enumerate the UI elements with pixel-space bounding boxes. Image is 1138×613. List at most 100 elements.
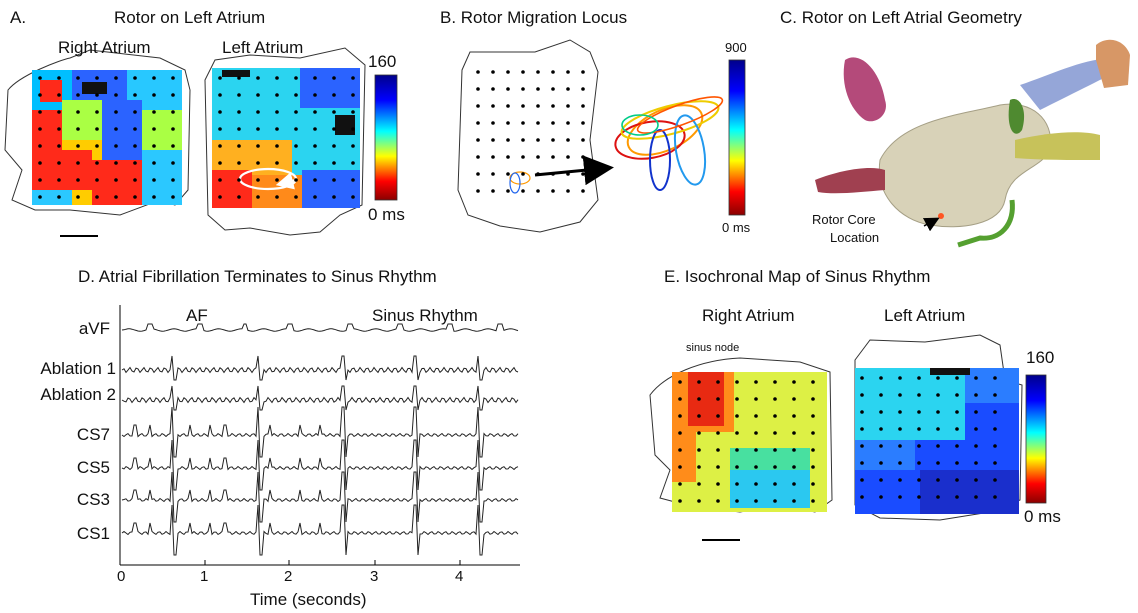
electrode-dot: [697, 499, 701, 503]
electrode-dot: [898, 393, 902, 397]
panelE-colorbar: [1025, 374, 1047, 504]
electrode-dot: [993, 393, 997, 397]
electrode-dot: [476, 121, 480, 125]
electrode-dot: [678, 482, 682, 486]
electrode-dot: [551, 121, 555, 125]
electrode-dot: [491, 172, 495, 176]
electrode-dot: [171, 127, 175, 131]
electrode-dot: [936, 478, 940, 482]
panelA-right-atrium-map: [4, 49, 191, 216]
electrode-dot: [898, 478, 902, 482]
electrode-dot: [936, 495, 940, 499]
panelA-left-atrium-label: Left Atrium: [222, 38, 304, 57]
electrode-dot: [256, 127, 260, 131]
electrode-dot: [879, 376, 883, 380]
electrode-dot: [294, 144, 298, 148]
electrode-dot: [38, 195, 42, 199]
electrode-dot: [754, 499, 758, 503]
electrode-dot: [171, 93, 175, 97]
electrode-dot: [581, 189, 585, 193]
ecg-trace: [121, 504, 519, 556]
electrode-dot: [697, 380, 701, 384]
electrode-dot: [506, 189, 510, 193]
panelD-sinus-label: Sinus Rhythm: [372, 306, 478, 325]
electrode-dot: [773, 380, 777, 384]
electrode-dot: [506, 172, 510, 176]
electrode-dot: [917, 427, 921, 431]
electrode-dot: [506, 138, 510, 142]
electrode-dot: [974, 427, 978, 431]
electrode-dot: [860, 427, 864, 431]
electrode-dot: [735, 380, 739, 384]
electrode-dot: [697, 482, 701, 486]
panelE-left-atrium-map: [854, 334, 1023, 521]
electrode-dot: [974, 444, 978, 448]
electrode-dot: [879, 461, 883, 465]
electrode-dot: [792, 380, 796, 384]
electrode-dot: [936, 427, 940, 431]
electrode-dot: [76, 127, 80, 131]
electrode-dot: [313, 127, 317, 131]
electrode-dot: [993, 444, 997, 448]
electrode-dot: [792, 414, 796, 418]
electrode-dot: [811, 414, 815, 418]
electrode-dot: [678, 465, 682, 469]
electrode-dot: [735, 448, 739, 452]
electrode-dot: [476, 70, 480, 74]
electrode-dot: [974, 376, 978, 380]
electrode-dot: [792, 431, 796, 435]
electrode-dot: [936, 393, 940, 397]
electrode-dot: [678, 499, 682, 503]
electrode-dot: [811, 380, 815, 384]
electrode-dot: [171, 161, 175, 165]
electrode-dot: [566, 189, 570, 193]
electrode-dot: [256, 110, 260, 114]
electrode-dot: [898, 427, 902, 431]
electrode-dot: [114, 178, 118, 182]
electrode-dot: [860, 461, 864, 465]
electrode-dot: [133, 161, 137, 165]
electrode-dot: [716, 465, 720, 469]
electrode-dot: [491, 70, 495, 74]
electrode-dot: [57, 178, 61, 182]
electrode-dot: [171, 110, 175, 114]
electrode-dot: [955, 393, 959, 397]
electrode-dot: [773, 465, 777, 469]
electrode-dot: [879, 495, 883, 499]
electrode-dot: [566, 121, 570, 125]
electrode-dot: [114, 161, 118, 165]
electrode-dot: [256, 161, 260, 165]
electrode-dot: [114, 127, 118, 131]
electrode-dot: [506, 87, 510, 91]
electrode-dot: [351, 76, 355, 80]
electrode-dot: [735, 431, 739, 435]
trace-label-ablation-2: Ablation 2: [40, 385, 116, 404]
electrode-dot: [237, 144, 241, 148]
electrode-dot: [792, 448, 796, 452]
electrode-dot: [152, 178, 156, 182]
electrode-dot: [735, 499, 739, 503]
electrode-dot: [294, 93, 298, 97]
electrode-dot: [536, 121, 540, 125]
electrode-dot: [476, 87, 480, 91]
panelB-migration-locus: [509, 96, 724, 194]
electrode-dot: [332, 110, 336, 114]
electrode-dot: [879, 444, 883, 448]
electrode-dot: [218, 127, 222, 131]
electrode-dot: [716, 499, 720, 503]
electrode-dot: [294, 195, 298, 199]
panelA-left-atrium-map: [204, 47, 366, 236]
electrode-dot: [218, 161, 222, 165]
electrode-dot: [773, 448, 777, 452]
electrode-dot: [697, 448, 701, 452]
electrode-dot: [57, 144, 61, 148]
electrode-dot: [993, 376, 997, 380]
electrode-dot: [114, 144, 118, 148]
electrode-dot: [566, 87, 570, 91]
electrode-dot: [936, 410, 940, 414]
electrode-dot: [521, 87, 525, 91]
panelE-scale-min: 0 ms: [1024, 507, 1061, 526]
panelD-x-axis-label: Time (seconds): [250, 590, 367, 609]
electrode-dot: [879, 410, 883, 414]
electrode-dot: [491, 155, 495, 159]
